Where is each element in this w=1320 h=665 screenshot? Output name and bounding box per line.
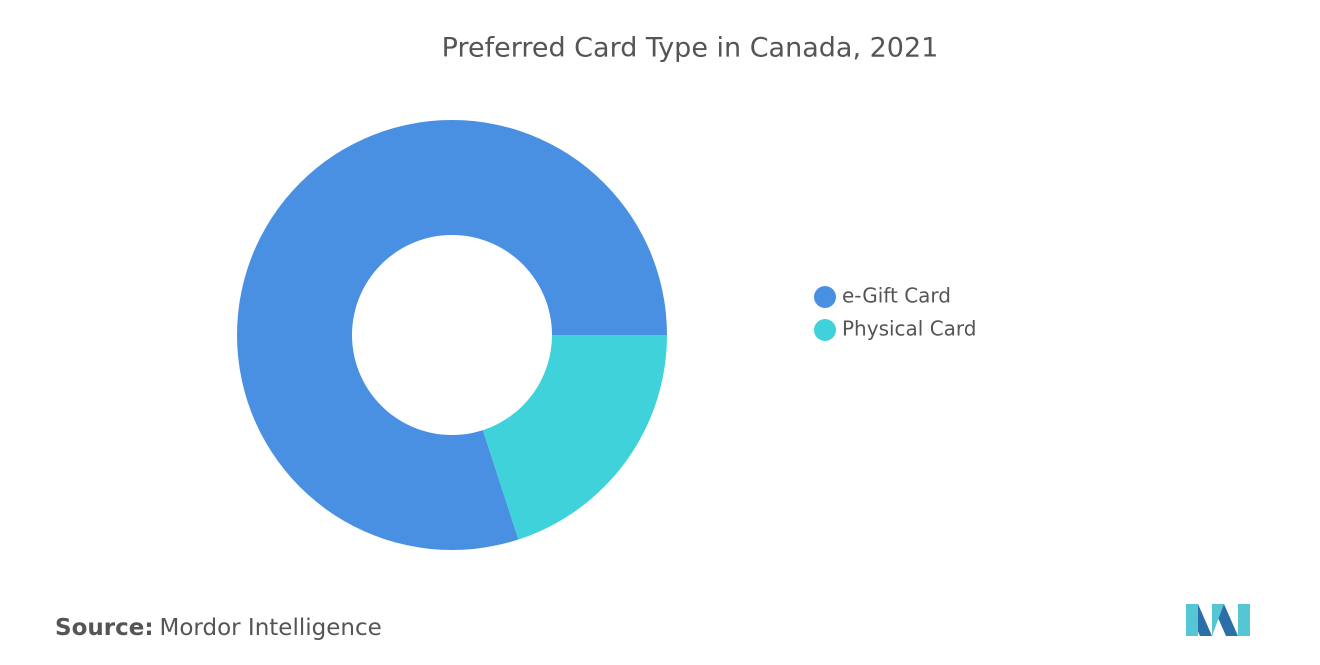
chart-title: Preferred Card Type in Canada, 2021 xyxy=(442,33,939,64)
legend-label: e-Gift Card xyxy=(842,284,951,308)
source: Source: Mordor Intelligence xyxy=(55,615,382,641)
logo-part xyxy=(1212,604,1224,636)
slice xyxy=(482,335,667,540)
source-label: Source: xyxy=(55,615,154,641)
legend-marker xyxy=(814,286,836,308)
logo xyxy=(1186,604,1250,636)
donut xyxy=(236,119,667,550)
slice xyxy=(236,119,667,550)
source-text: Mordor Intelligence xyxy=(160,615,382,641)
legend-label: Physical Card xyxy=(842,317,977,341)
logo-part xyxy=(1238,604,1250,636)
legend: e-Gift Card Physical Card xyxy=(814,284,977,341)
logo-part xyxy=(1186,604,1198,636)
legend-marker xyxy=(814,319,836,341)
